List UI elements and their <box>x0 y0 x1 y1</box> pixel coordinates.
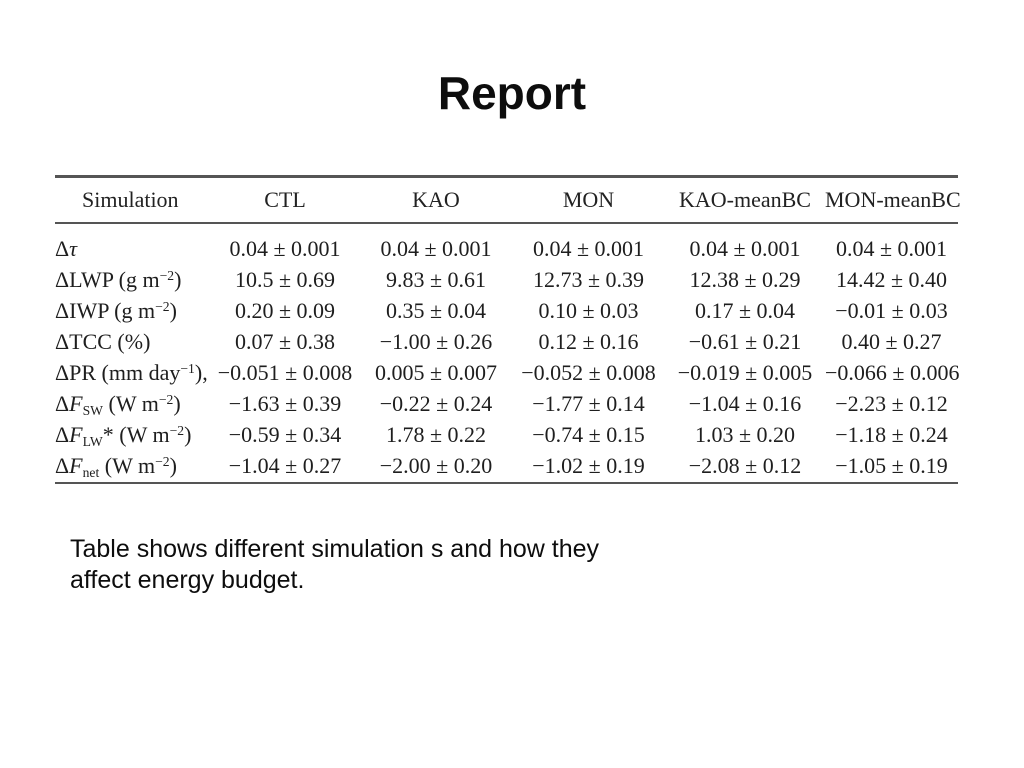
value-cell: −0.22 ± 0.24 <box>379 391 493 416</box>
value-cell: −1.18 ± 0.24 <box>835 422 948 447</box>
value-cell: −1.02 ± 0.19 <box>532 453 645 478</box>
value-cell: 9.83 ± 0.61 <box>385 267 487 292</box>
col-header-simulation: Simulation <box>82 186 179 212</box>
value-cell: 12.38 ± 0.29 <box>689 267 801 292</box>
value-cell: −1.05 ± 0.19 <box>835 453 948 478</box>
value-cell: −2.08 ± 0.12 <box>688 453 802 478</box>
row-label: ΔFnet (W m−2) <box>55 453 177 480</box>
value-cell: 0.40 ± 0.27 <box>841 329 942 354</box>
value-cell: −0.01 ± 0.03 <box>835 298 948 323</box>
value-cell: 0.10 ± 0.03 <box>538 298 639 323</box>
value-cell: 0.07 ± 0.38 <box>234 329 336 354</box>
value-cell: 0.35 ± 0.04 <box>385 298 487 323</box>
value-cell: −0.051 ± 0.008 <box>217 360 353 385</box>
table-row: ΔIWP (g m−2) 0.20 ± 0.09 0.35 ± 0.04 0.10 ±… <box>55 296 958 327</box>
col-header-mon-meanbc: MON-meanBC <box>825 186 961 212</box>
value-cell: 1.03 ± 0.20 <box>694 422 796 447</box>
value-cell: 14.42 ± 0.40 <box>835 267 948 292</box>
value-cell: −1.77 ± 0.14 <box>532 391 645 416</box>
caption-line-2: affect energy budget. <box>70 566 305 594</box>
table-row: ΔLWP (g m−2) 10.5 ± 0.69 9.83 ± 0.61 12.73 … <box>55 265 958 296</box>
col-header-kao: KAO <box>412 186 460 212</box>
table-row: ΔFSW (W m−2) −1.63 ± 0.39 −0.22 ± 0.24 −1.7… <box>55 389 958 420</box>
table-row: ΔTCC (%) 0.07 ± 0.38 −1.00 ± 0.26 0.12 ± 0.… <box>55 327 958 358</box>
table-body: Δτ 0.04 ± 0.001 0.04 ± 0.001 0.04 ± 0.001 0.… <box>55 223 960 483</box>
value-cell: −1.04 ± 0.16 <box>688 391 802 416</box>
value-cell: −0.59 ± 0.34 <box>228 422 342 447</box>
value-cell: 0.04 ± 0.001 <box>689 236 801 261</box>
row-label: ΔTCC (%) <box>55 329 151 354</box>
row-label: ΔFLW* (W m−2) <box>55 422 192 449</box>
caption-text-block: Table shows different simulation s and h… <box>70 534 599 596</box>
value-cell: −0.052 ± 0.008 <box>521 360 656 385</box>
value-cell: 0.20 ± 0.09 <box>234 298 336 323</box>
value-cell: −2.23 ± 0.12 <box>835 391 948 416</box>
results-table-figure: Simulation CTL KAO MON KAO-meanBC MON-me… <box>55 175 961 484</box>
value-cell: 12.73 ± 0.39 <box>532 267 645 292</box>
col-header-mon: MON <box>562 186 615 212</box>
col-header-kao-meanbc: KAO-meanBC <box>679 186 811 212</box>
value-cell: −0.74 ± 0.15 <box>532 422 645 447</box>
value-cell: −0.61 ± 0.21 <box>688 329 802 354</box>
value-cell: −1.04 ± 0.27 <box>228 453 342 478</box>
table-row: Δτ 0.04 ± 0.001 0.04 ± 0.001 0.04 ± 0.001 0.… <box>55 223 958 265</box>
value-cell: 0.04 ± 0.001 <box>380 236 492 261</box>
row-label: Δτ <box>55 236 78 261</box>
value-cell: 0.12 ± 0.16 <box>538 329 639 354</box>
value-cell: 0.17 ± 0.04 <box>694 298 796 323</box>
row-label: ΔLWP (g m−2) <box>55 267 182 292</box>
table-row: ΔPR (mm day−1), −0.051 ± 0.008 0.005 ± 0.0… <box>55 358 960 389</box>
value-cell: −0.066 ± 0.006 <box>825 360 960 385</box>
value-cell: 0.005 ± 0.007 <box>374 360 498 385</box>
value-cell: 0.04 ± 0.001 <box>532 236 645 261</box>
slide-title: Report <box>437 67 587 119</box>
caption-line-1: Table shows different simulation s and h… <box>70 535 600 563</box>
value-cell: 1.78 ± 0.22 <box>385 422 487 447</box>
table-header-row: Simulation CTL KAO MON KAO-meanBC MON-me… <box>55 177 961 223</box>
row-label: ΔFSW (W m−2) <box>55 391 181 418</box>
value-cell: 0.04 ± 0.001 <box>229 236 341 261</box>
row-label: ΔIWP (g m−2) <box>55 298 177 323</box>
table-row: ΔFLW* (W m−2) −0.59 ± 0.34 1.78 ± 0.22 −0.7… <box>55 420 958 451</box>
value-cell: 0.04 ± 0.001 <box>835 236 948 261</box>
table-row: ΔFnet (W m−2) −1.04 ± 0.27 −2.00 ± 0.20 −1.… <box>55 451 958 483</box>
value-cell: −2.00 ± 0.20 <box>379 453 493 478</box>
simulation-results-table: Simulation CTL KAO MON KAO-meanBC MON-me… <box>55 175 961 484</box>
value-cell: 10.5 ± 0.69 <box>234 267 336 292</box>
value-cell: −1.63 ± 0.39 <box>228 391 342 416</box>
col-header-ctl: CTL <box>264 186 306 212</box>
row-label: ΔPR (mm day−1), <box>55 360 208 385</box>
value-cell: −0.019 ± 0.005 <box>677 360 813 385</box>
value-cell: −1.00 ± 0.26 <box>379 329 493 354</box>
